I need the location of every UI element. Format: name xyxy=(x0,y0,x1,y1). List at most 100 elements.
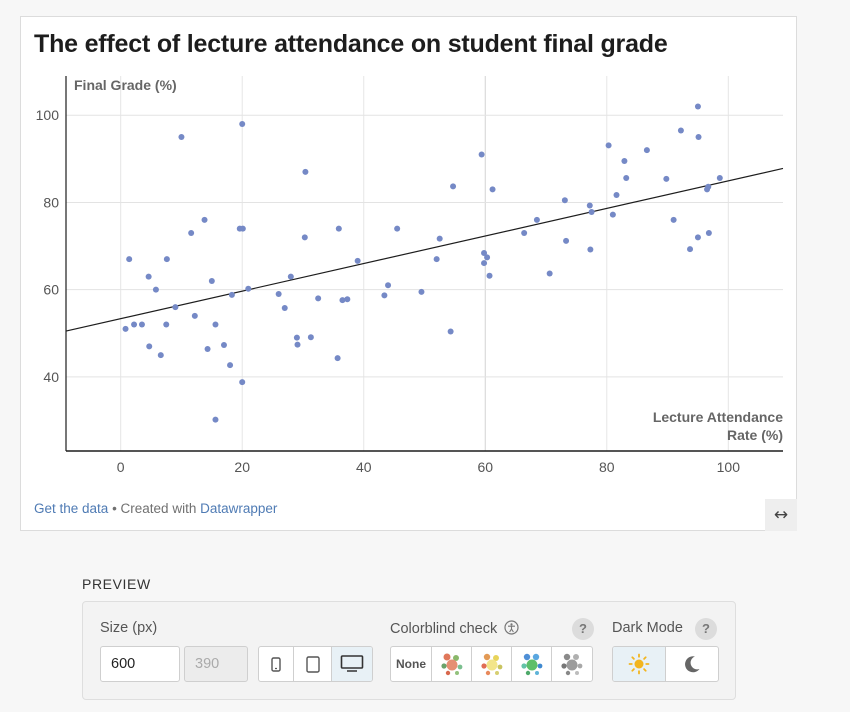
colorblind-tritanopia-button[interactable] xyxy=(512,647,552,681)
colorblind-help-icon[interactable]: ? xyxy=(572,618,594,640)
chart-footer: Get the data • Created with Datawrapper xyxy=(34,501,277,516)
x-tick-label: 40 xyxy=(356,459,372,475)
colorblind-achromatopsia-button[interactable] xyxy=(552,647,592,681)
colorblind-none-label: None xyxy=(396,657,426,671)
phone-icon xyxy=(271,656,281,672)
data-point xyxy=(587,246,594,253)
data-point xyxy=(152,286,159,293)
footer-credit-text: • Created with xyxy=(108,501,201,516)
x-tick-label: 100 xyxy=(717,459,741,475)
data-point xyxy=(191,312,198,319)
data-point xyxy=(178,134,185,141)
data-point xyxy=(613,192,620,199)
data-point xyxy=(239,120,246,127)
data-point xyxy=(489,186,496,193)
data-point xyxy=(381,292,388,299)
preview-heading: PREVIEW xyxy=(82,576,151,592)
y-tick-label: 100 xyxy=(36,107,60,123)
data-point xyxy=(227,362,234,369)
data-point xyxy=(239,225,246,232)
data-point xyxy=(694,103,701,110)
data-point xyxy=(450,183,457,190)
x-tick-label: 80 xyxy=(599,459,615,475)
data-point xyxy=(302,168,309,175)
data-point xyxy=(447,328,454,335)
data-point xyxy=(705,229,712,236)
data-point xyxy=(281,304,288,311)
height-input: 390 xyxy=(184,646,248,682)
data-point xyxy=(212,416,219,423)
data-point xyxy=(126,256,133,263)
data-point xyxy=(418,288,425,295)
tablet-button[interactable] xyxy=(294,647,332,681)
data-point xyxy=(546,270,553,277)
data-point xyxy=(188,229,195,236)
data-point xyxy=(239,379,246,386)
dark-mode-help-icon[interactable]: ? xyxy=(695,618,717,640)
datawrapper-link[interactable]: Datawrapper xyxy=(200,501,278,516)
dark-mode-toggle xyxy=(612,646,719,682)
data-point xyxy=(275,291,282,298)
dark-mode-label: Dark Mode xyxy=(612,620,683,636)
data-point xyxy=(486,272,493,279)
colorblind-none-button[interactable]: None xyxy=(391,647,432,681)
data-point xyxy=(643,147,650,154)
data-point xyxy=(385,282,392,289)
dark-mode-button[interactable] xyxy=(666,647,718,681)
colorblind-deuteranopia-button[interactable] xyxy=(472,647,512,681)
preview-panel: Size (px) 600 390 Colorblind check ? Non… xyxy=(82,601,736,700)
data-point xyxy=(122,325,129,332)
chart-frame xyxy=(20,16,797,531)
data-point xyxy=(146,343,153,350)
data-point xyxy=(157,352,164,359)
y-tick-label: 80 xyxy=(43,194,59,210)
accessibility-icon xyxy=(504,620,519,635)
data-point xyxy=(605,142,612,149)
width-input[interactable]: 600 xyxy=(100,646,180,682)
deuteranopia-dots-icon xyxy=(480,653,502,676)
data-point xyxy=(663,175,670,182)
data-point xyxy=(201,216,208,223)
colorblind-protanopia-button[interactable] xyxy=(432,647,472,681)
size-label: Size (px) xyxy=(100,620,158,636)
data-point xyxy=(335,225,342,232)
moon-icon xyxy=(685,656,700,673)
resize-handle-icon[interactable]: ↔ xyxy=(765,499,797,531)
get-data-link[interactable]: Get the data xyxy=(34,501,109,516)
data-point xyxy=(220,342,227,349)
data-point xyxy=(131,321,138,328)
data-point xyxy=(354,257,361,264)
phone-button[interactable] xyxy=(259,647,294,681)
data-point xyxy=(588,209,595,216)
device-toggle xyxy=(258,646,373,682)
data-point xyxy=(315,295,322,302)
data-point xyxy=(145,273,152,280)
data-point xyxy=(433,256,440,263)
y-tick-label: 40 xyxy=(43,369,59,385)
desktop-button[interactable] xyxy=(332,647,372,681)
data-point xyxy=(212,321,219,328)
light-mode-button[interactable] xyxy=(613,647,666,681)
data-point xyxy=(344,296,351,303)
chart-title: The effect of lecture attendance on stud… xyxy=(34,30,668,58)
data-point xyxy=(163,256,170,263)
data-point xyxy=(339,297,346,304)
data-point xyxy=(670,216,677,223)
colorblind-toggle: None xyxy=(390,646,593,682)
tablet-icon xyxy=(305,655,320,673)
data-point xyxy=(563,237,570,244)
achromatopsia-dots-icon xyxy=(561,653,583,676)
data-point xyxy=(609,211,616,218)
x-tick-label: 0 xyxy=(117,459,125,475)
data-point xyxy=(228,291,235,298)
colorblind-label-text: Colorblind check xyxy=(390,621,498,637)
data-point xyxy=(245,285,252,292)
y-tick-label: 60 xyxy=(43,282,59,298)
trendline xyxy=(65,167,784,332)
protanopia-dots-icon xyxy=(440,653,462,676)
x-tick-label: 20 xyxy=(234,459,250,475)
data-point xyxy=(623,175,630,182)
desktop-icon xyxy=(340,655,364,672)
data-point xyxy=(621,158,628,165)
